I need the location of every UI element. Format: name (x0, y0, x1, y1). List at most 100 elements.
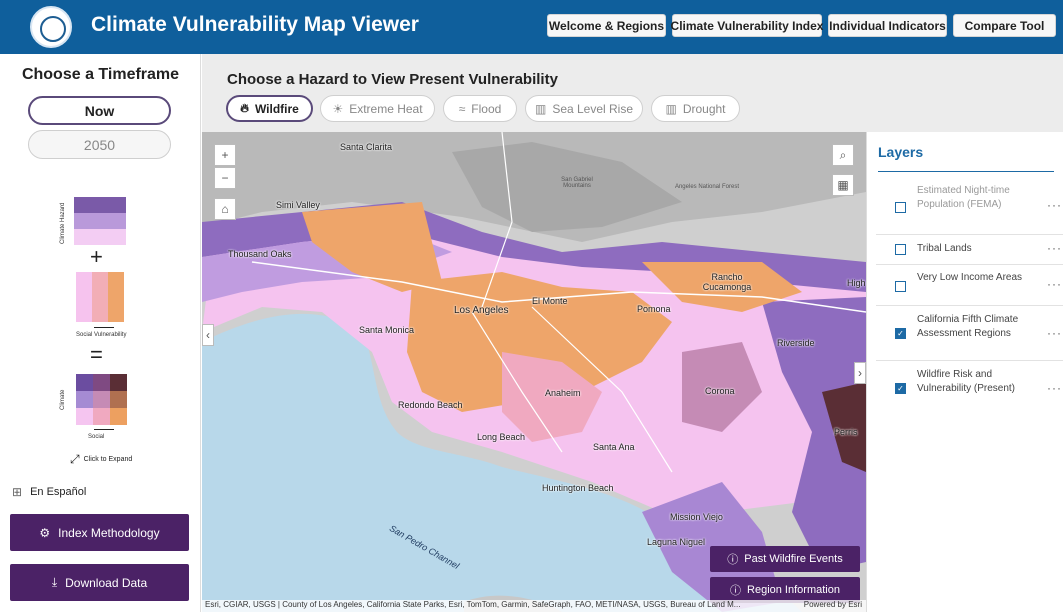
legend-swatch (76, 374, 93, 391)
hazard-selector: Choose a Hazard to View Present Vulnerab… (202, 54, 1063, 132)
hazard-flood-label: Flood (471, 101, 502, 116)
hazard-wildfire-button[interactable]: 🔥︎ Wildfire (226, 95, 313, 122)
arrow-right-icon (94, 327, 114, 328)
home-button[interactable]: ⌂ (214, 198, 236, 220)
legend-swatch (76, 272, 92, 322)
layer-item-low-income[interactable]: Very Low Income Areas ··· (876, 264, 1063, 306)
drought-icon: ▥ (665, 101, 677, 116)
hazard-drought-label: Drought (682, 101, 726, 116)
map-view[interactable]: + − ⌂ ⌕ ▦ ‹ › Santa Clarita Simi Valley … (202, 132, 866, 612)
zoom-in-button[interactable]: + (214, 144, 236, 166)
hazard-title: Choose a Hazard to View Present Vulnerab… (227, 71, 558, 88)
region-information-button[interactable]: ⓘ Region Information (710, 577, 860, 603)
timeframe-now-button[interactable]: Now (28, 96, 171, 125)
legend-swatch (74, 213, 126, 229)
more-options-icon[interactable]: ··· (1047, 241, 1062, 255)
map-search-button[interactable]: ⌕ (832, 144, 854, 166)
grid-icon: ▦ (837, 178, 849, 192)
hazard-drought-button[interactable]: ▥ Drought (651, 95, 740, 122)
map-label: El Monte (532, 296, 568, 306)
layer-label: Very Low Income Areas (917, 272, 1023, 283)
plus-icon: + (90, 244, 103, 269)
legend-social-scale (76, 272, 124, 322)
layer-item-climate-regions[interactable]: ✓ California Fifth Climate Assessment Re… (876, 305, 1063, 360)
map-label: Santa Clarita (340, 142, 393, 152)
legend-swatch (76, 391, 93, 408)
map-label: Laguna Niguel (647, 537, 706, 547)
map-label: Simi Valley (276, 200, 320, 210)
flood-icon: ≈ (458, 101, 466, 116)
state-seal-logo (30, 6, 72, 48)
download-icon: ⤓ (51, 575, 58, 589)
nav-compare-tool-button[interactable]: Compare Tool (953, 14, 1056, 37)
check-icon: ✓ (897, 329, 904, 338)
layers-title: Layers (878, 144, 924, 160)
map-label: Los Angeles (454, 305, 509, 316)
language-label: En Español (30, 486, 87, 498)
timeframe-2050-button[interactable]: 2050 (28, 130, 171, 159)
bivariate-legend[interactable]: Climate Hazard + Social Vulnerability = … (56, 194, 136, 474)
powered-by-esri[interactable]: Powered by Esri (803, 600, 862, 609)
layer-item-wildfire-risk[interactable]: ✓ Wildfire Risk and Vulnerability (Prese… (876, 360, 1063, 415)
layer-checkbox[interactable] (895, 202, 906, 213)
legend-combined-matrix (76, 374, 127, 425)
map-label: Huntington Beach (542, 483, 614, 493)
info-icon: ⓘ (727, 554, 739, 566)
layer-checkbox[interactable]: ✓ (895, 383, 906, 394)
region-information-label: Region Information (747, 584, 840, 596)
map-attribution[interactable]: Esri, CGIAR, USGS | County of Los Angele… (202, 600, 866, 612)
layer-checkbox[interactable] (895, 244, 906, 255)
layer-checkbox[interactable] (895, 281, 906, 292)
more-options-icon[interactable]: ··· (1047, 381, 1062, 395)
app-header: Climate Vulnerability Map Viewer Welcome… (0, 0, 1063, 54)
collapse-right-button[interactable]: › (854, 362, 866, 384)
layers-panel: Layers Estimated Night-time Population (… (866, 132, 1063, 612)
language-toggle[interactable]: ⊞ En Español (12, 485, 86, 499)
past-wildfire-events-button[interactable]: ⓘ Past Wildfire Events (710, 546, 860, 572)
layer-item-tribal-lands[interactable]: Tribal Lands ··· (876, 234, 1063, 262)
download-data-button[interactable]: ⤓ Download Data (10, 564, 189, 601)
legend-social-axis-label: Social Vulnerability (76, 332, 127, 338)
home-icon: ⌂ (221, 202, 229, 216)
left-panel: Choose a Timeframe Now 2050 Climate Haza… (0, 54, 201, 612)
layer-label: California Fifth Climate Assessment Regi… (917, 314, 1019, 339)
legend-swatch (74, 197, 126, 213)
layer-checkbox[interactable]: ✓ (895, 328, 906, 339)
more-options-icon[interactable]: ··· (1047, 277, 1062, 291)
more-options-icon[interactable]: ··· (1047, 198, 1062, 212)
basemap-gallery-button[interactable]: ▦ (832, 174, 854, 196)
legend-swatch (93, 408, 110, 425)
hazard-extreme-heat-button[interactable]: ☀ Extreme Heat (320, 95, 435, 122)
hazard-flood-button[interactable]: ≈ Flood (443, 95, 517, 122)
legend-hazard-scale (74, 197, 126, 245)
arrow-right-icon (94, 429, 114, 430)
layer-item-night-population[interactable]: Estimated Night-time Population (FEMA) ·… (876, 178, 1063, 228)
map-label: High (847, 278, 866, 288)
attribution-text: Esri, CGIAR, USGS | County of Los Angele… (205, 600, 741, 609)
timeframe-title: Choose a Timeframe (21, 66, 180, 83)
divider (878, 171, 1054, 172)
map-label: Rancho Cucamonga (702, 272, 752, 292)
hazard-sea-level-rise-button[interactable]: ▥ Sea Level Rise (525, 95, 643, 122)
map-label: Santa Ana (593, 442, 635, 452)
layer-label: Estimated Night-time Population (FEMA) (917, 185, 1010, 210)
nav-climate-vulnerability-index-button[interactable]: Climate Vulnerability Index (671, 14, 823, 37)
zoom-out-button[interactable]: − (214, 167, 236, 189)
index-methodology-button[interactable]: ⚙ Index Methodology (10, 514, 189, 551)
more-options-icon[interactable]: ··· (1047, 326, 1062, 340)
map-label: Long Beach (477, 432, 526, 442)
past-wildfire-events-label: Past Wildfire Events (744, 553, 843, 565)
sun-icon: ☀ (332, 101, 344, 116)
hazard-sea-level-rise-label: Sea Level Rise (552, 101, 634, 116)
check-icon: ✓ (897, 384, 904, 393)
nav-welcome-regions-button[interactable]: Welcome & Regions (547, 14, 666, 37)
nav-individual-indicators-button[interactable]: Individual Indicators (828, 14, 947, 37)
legend-expand-control[interactable]: ⤢ Click to Expand (70, 452, 132, 467)
layer-label: Wildfire Risk and Vulnerability (Present… (917, 369, 1016, 394)
chevron-left-icon: ‹ (206, 328, 210, 342)
collapse-left-button[interactable]: ‹ (202, 324, 214, 346)
app-title: Climate Vulnerability Map Viewer (91, 13, 419, 36)
map-canvas[interactable] (202, 132, 866, 612)
equals-icon: = (90, 342, 103, 367)
hazard-extreme-heat-label: Extreme Heat (349, 101, 423, 116)
